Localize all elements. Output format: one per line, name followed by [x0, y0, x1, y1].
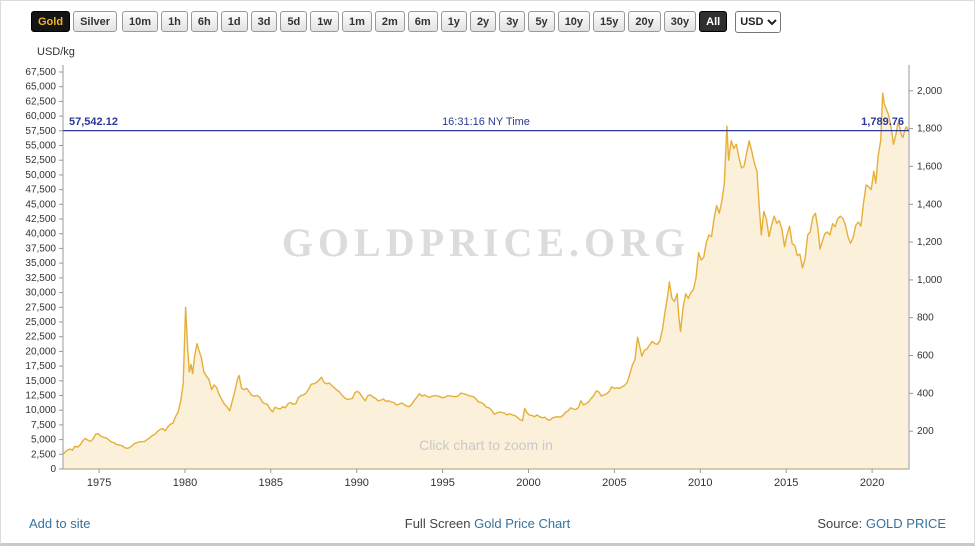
- y-left-tick-label: 20,000: [25, 346, 56, 357]
- current-price-oz-label: 1,789.76: [861, 115, 904, 128]
- x-tick-label: 1985: [259, 477, 283, 489]
- x-tick-label: 1990: [344, 477, 368, 489]
- gold-price-chart[interactable]: 0 2,500 5,000 7,500 10,000 12,500 15,000 17,500…: [1, 41, 975, 503]
- y-left-tick-label: 60,000: [25, 111, 56, 122]
- price-line: [62, 92, 909, 455]
- range-button-group: 10m 1h 6h 1d 3d 5d 1w 1m 2m 6m 1y 2y 3y 5y 10y 15y 20y 30…: [122, 11, 728, 32]
- y-left-tick-label: 40,000: [25, 229, 56, 240]
- y-right-tick-label: 800: [917, 313, 934, 324]
- button-3d[interactable]: 3d: [250, 11, 278, 32]
- button-2y[interactable]: 2y: [469, 11, 497, 32]
- y-left-tick-label: 2,500: [31, 449, 56, 460]
- x-tick-label: 2000: [516, 477, 540, 489]
- x-tick-label: 2020: [860, 477, 884, 489]
- y-left-tick-label: 57,500: [25, 126, 56, 137]
- y-left-tick-label: 45,000: [25, 199, 56, 210]
- button-2m[interactable]: 2m: [374, 11, 405, 32]
- button-5d[interactable]: 5d: [280, 11, 308, 32]
- y-left-tick-label: 15,000: [25, 376, 56, 387]
- y-left-tick-label: 47,500: [25, 185, 56, 196]
- button-20y[interactable]: 20y: [628, 11, 661, 32]
- y-left-tick-label: 65,000: [25, 82, 56, 93]
- button-1w[interactable]: 1w: [310, 11, 339, 32]
- y-left-tick-label: 35,000: [25, 258, 56, 269]
- button-6m[interactable]: 6m: [407, 11, 438, 32]
- y-left-tick-label: 55,000: [25, 141, 56, 152]
- x-tick-label: 2015: [774, 477, 798, 489]
- y-right-tick-label: 1,800: [917, 124, 942, 135]
- watermark: GOLDPRICE.ORG: [281, 220, 691, 265]
- y-right-tick-label: 200: [917, 426, 934, 437]
- currency-select[interactable]: USD: [735, 11, 782, 33]
- x-tick-label: 1980: [173, 477, 197, 489]
- price-area: [63, 93, 909, 469]
- button-3y[interactable]: 3y: [499, 11, 526, 32]
- y-right-tick-label: 2,000: [917, 86, 942, 97]
- source-label: Source:: [817, 515, 863, 531]
- y-left-tick-label: 50,000: [25, 170, 56, 181]
- x-tick-label: 2005: [602, 477, 626, 489]
- y-left-tick-label: 7,500: [31, 420, 56, 431]
- source-link[interactable]: GOLD PRICE: [865, 515, 947, 531]
- y-right-tick-label: 1,400: [917, 199, 942, 210]
- y-left-tick-label: 17,500: [25, 361, 56, 372]
- full-screen-chart-link[interactable]: Gold Price Chart: [474, 515, 571, 531]
- y-right-tick-label: 400: [917, 388, 934, 399]
- metal-button-group: Gold Silver: [31, 11, 118, 32]
- zoom-hint-text: Click chart to zoom in: [419, 437, 553, 453]
- current-price-kg-label: 57,542.12: [69, 115, 118, 128]
- y-right-tick-label: 1,000: [917, 275, 942, 286]
- y-right-tick-label: 600: [917, 351, 934, 362]
- button-1d[interactable]: 1d: [220, 11, 248, 32]
- y-left-tick-label: 37,500: [25, 243, 56, 254]
- y-left-tick-label: 12,500: [25, 391, 56, 402]
- button-30y[interactable]: 30y: [663, 11, 697, 32]
- axis-lines: [62, 65, 910, 470]
- y-left-tick-label: 10,000: [25, 405, 56, 416]
- y-right-tick-label: 1,200: [917, 237, 942, 248]
- button-6h[interactable]: 6h: [190, 11, 218, 32]
- y-right-tick-label: 1,600: [917, 161, 942, 172]
- y-left-tick-label: 62,500: [25, 96, 56, 107]
- y-left-tick-label: 5,000: [31, 435, 56, 446]
- button-10m[interactable]: 10m: [122, 11, 159, 32]
- x-tick-label: 2010: [688, 477, 712, 489]
- y-left-tick-label: 27,500: [25, 302, 56, 313]
- y-left-tick-label: 25,000: [25, 317, 56, 328]
- button-all[interactable]: All: [699, 11, 728, 32]
- y-left-tick-label: 32,500: [25, 273, 56, 284]
- chart-area: USD/kg GOLDPRICE.ORG 0 2,500 5,000 7,500 10,…: [1, 41, 974, 503]
- y-axis-unit-label: USD/kg: [37, 46, 75, 58]
- footer: Add to site Full Screen Gold Price Chart…: [1, 503, 974, 543]
- y-left-tick-label: 30,000: [25, 288, 56, 299]
- y-left-tick-label: 67,500: [25, 67, 56, 78]
- button-1h[interactable]: 1h: [161, 11, 188, 32]
- full-screen-label: Full Screen: [404, 515, 471, 531]
- button-1y[interactable]: 1y: [440, 11, 467, 32]
- y-left-tick-label: 22,500: [25, 332, 56, 343]
- x-tick-label: 1995: [430, 477, 454, 489]
- add-to-site-link[interactable]: Add to site: [29, 515, 91, 531]
- x-tick-label: 1975: [87, 477, 111, 489]
- button-5y[interactable]: 5y: [528, 11, 555, 32]
- button-1m[interactable]: 1m: [341, 11, 372, 32]
- y-left-tick-label: 0: [50, 464, 56, 475]
- button-15y[interactable]: 15y: [593, 11, 626, 32]
- y-left-tick-label: 42,500: [25, 214, 56, 225]
- toolbar: Gold Silver 10m 1h 6h 1d 3d 5d 1w 1m 2m 6m 1y 2y 3y 5y…: [1, 1, 974, 41]
- button-silver[interactable]: Silver: [73, 11, 118, 32]
- y-left-tick-label: 52,500: [25, 155, 56, 166]
- button-10y[interactable]: 10y: [557, 11, 591, 32]
- button-gold[interactable]: Gold: [31, 11, 71, 32]
- ny-time-label: 16:31:16 NY Time: [442, 115, 530, 128]
